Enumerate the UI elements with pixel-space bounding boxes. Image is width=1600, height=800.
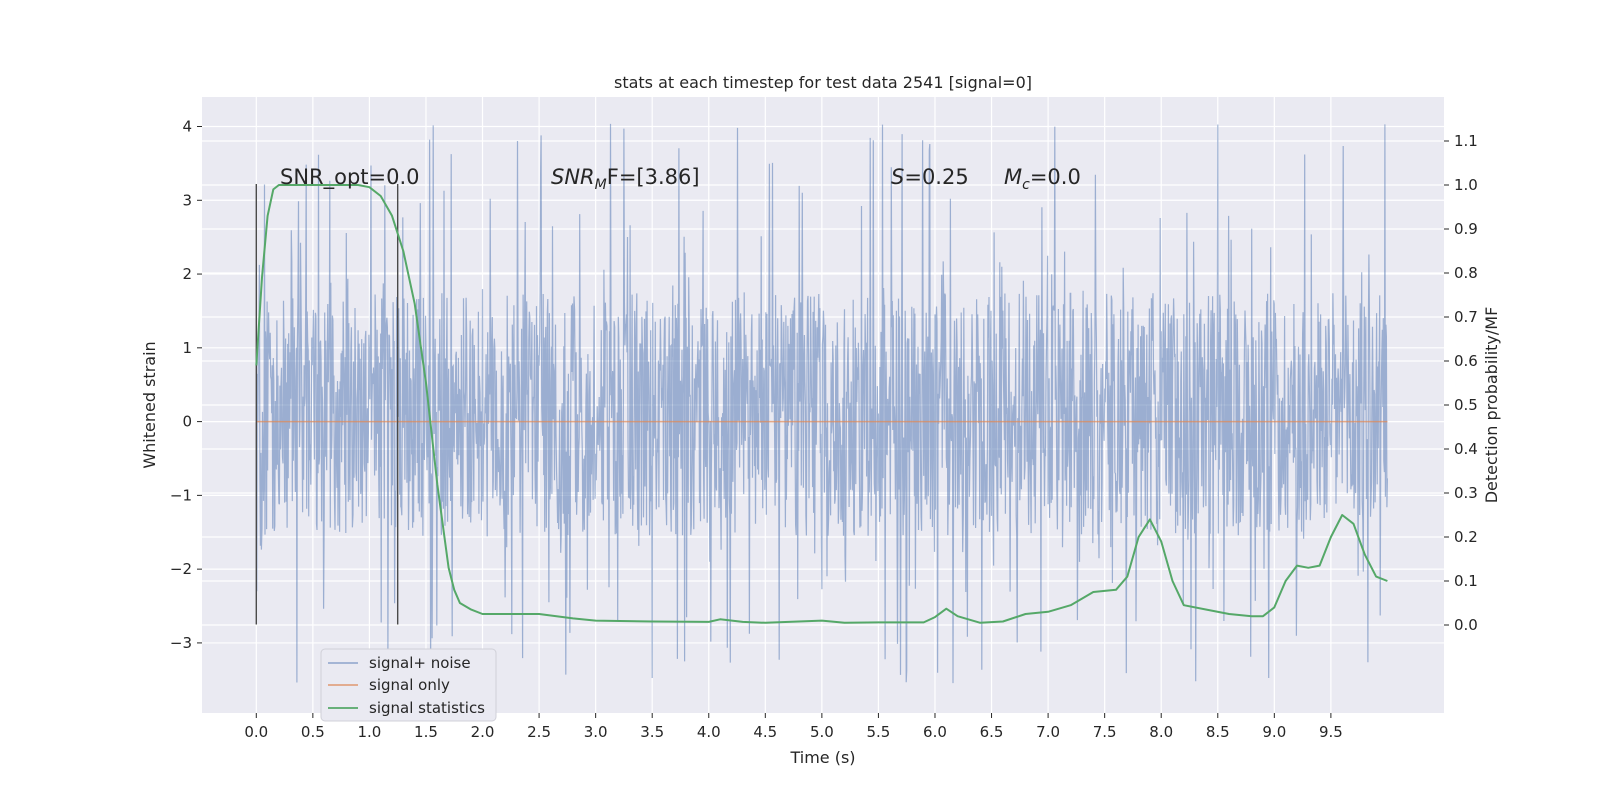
y-tick-label-left: −2 [170, 560, 192, 578]
y-tick-label-left: −1 [170, 486, 192, 504]
x-tick-label: 3.0 [584, 723, 608, 741]
x-axis-label: Time (s) [789, 748, 855, 767]
x-tick-label: 9.0 [1262, 723, 1286, 741]
y-tick-label-right: 1.1 [1454, 132, 1478, 150]
y-tick-label-right: 1.0 [1454, 176, 1478, 194]
x-tick-label: 3.5 [640, 723, 664, 741]
x-tick-label: 0.0 [244, 723, 268, 741]
y-tick-label-right: 0.5 [1454, 396, 1478, 414]
y-tick-label-left: −3 [170, 634, 192, 652]
chart-title: stats at each timestep for test data 254… [614, 73, 1032, 92]
y-tick-label-right: 0.7 [1454, 308, 1478, 326]
x-tick-label: 1.5 [414, 723, 438, 741]
x-axis: 0.0 0.5 1.0 1.5 2.0 2.5 3.0 3.5 4.0 4.5 5.0 5.5 6.0 6… [244, 713, 1343, 741]
x-tick-label: 7.5 [1093, 723, 1117, 741]
x-tick-label: 4.5 [753, 723, 777, 741]
annotation-snr-mf-sub: M [595, 177, 607, 193]
legend-label-signal-noise: signal+ noise [369, 654, 471, 672]
x-tick-label: 2.0 [471, 723, 495, 741]
x-tick-label: 6.5 [980, 723, 1004, 741]
x-tick-label: 1.0 [357, 723, 381, 741]
y-tick-label-right: 0.8 [1454, 264, 1478, 282]
x-tick-label: 6.0 [923, 723, 947, 741]
right-y-axis: 0.0 0.1 0.2 0.3 0.4 0.5 0.6 0.7 0.8 0.9 1.0 1.1 [1444, 132, 1478, 634]
y-tick-label-right: 0.6 [1454, 352, 1478, 370]
x-tick-label: 0.5 [301, 723, 325, 741]
annotation-snr-mf-tail: F=[3.86] [607, 165, 700, 189]
legend-box [320, 648, 497, 722]
signal-noise-line [255, 123, 1388, 684]
marker-lines [255, 184, 399, 625]
y-tick-label-right: 0.4 [1454, 440, 1478, 458]
series-signal-noise [255, 123, 1388, 684]
y-tick-label-right: 0.9 [1454, 220, 1478, 238]
right-y-axis-label: Detection probability/MF [1482, 307, 1501, 504]
annotation-mc-sub: c [1022, 177, 1030, 193]
annotation-snr-mf-var: SNR [551, 165, 595, 189]
annotation-mc-value: =0.0 [1030, 165, 1081, 189]
left-y-axis: −3 −2 −1 0 1 2 3 4 [170, 118, 202, 652]
annotation-snr-opt: SNR_opt=0.0 [280, 165, 420, 190]
x-tick-label: 7.0 [1036, 723, 1060, 741]
series-signal-statistics [255, 184, 1388, 624]
annotation-s-value: =0.25 [904, 165, 968, 189]
annotation-snr-mf: SNRMF=[3.86] [551, 165, 700, 193]
x-tick-label: 4.0 [697, 723, 721, 741]
legend-label-signal-statistics: signal statistics [369, 699, 485, 717]
signal-statistics-line [255, 184, 1388, 624]
x-tick-label: 2.5 [527, 723, 551, 741]
y-tick-label-left: 1 [182, 339, 192, 357]
annotation-mc-var: M [1004, 165, 1022, 189]
y-tick-label-right: 0.1 [1454, 572, 1478, 590]
y-tick-label-left: 4 [182, 118, 192, 136]
y-tick-label-right: 0.3 [1454, 484, 1478, 502]
left-y-axis-label: Whitened strain [140, 341, 159, 468]
x-tick-label: 5.5 [866, 723, 890, 741]
x-tick-label: 5.0 [810, 723, 834, 741]
annotation-mc: Mc=0.0 [1004, 165, 1081, 193]
x-tick-label: 9.5 [1319, 723, 1343, 741]
x-tick-label: 8.0 [1149, 723, 1173, 741]
y-tick-label-left: 3 [182, 191, 192, 209]
y-tick-label-right: 0.2 [1454, 528, 1478, 546]
legend: signal+ noise signal only signal statist… [320, 648, 497, 722]
y-tick-label-right: 0.0 [1454, 616, 1478, 634]
legend-label-signal-only: signal only [369, 676, 450, 694]
annotation-s-var: S [891, 165, 904, 189]
y-tick-label-left: 2 [182, 265, 192, 283]
x-tick-label: 8.5 [1206, 723, 1230, 741]
annotation-s: S=0.25 [891, 165, 969, 189]
y-tick-label-left: 0 [182, 413, 192, 431]
